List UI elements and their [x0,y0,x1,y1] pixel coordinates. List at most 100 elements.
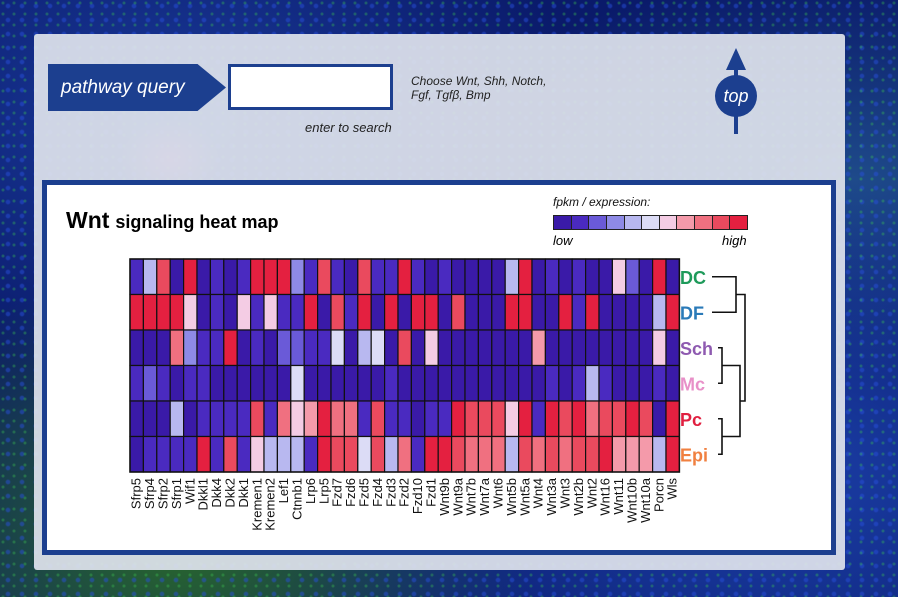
heatmap-cell [558,400,573,438]
heatmap-cell [303,435,319,473]
heatmap-cell [397,329,412,367]
heatmap-cell [196,364,211,402]
heatmap-cell [156,364,171,402]
heatmap-cell [209,258,225,296]
column-label: Dkk1 [236,478,251,508]
heatmap-cell [169,435,185,473]
heatmap-cell [584,364,600,402]
heatmap-cell [584,293,600,331]
column-label: Lef1 [276,478,291,503]
heatmap-cell [424,329,439,367]
column-label: Fzd10 [410,478,425,514]
heatmap-cell [651,400,667,438]
heatmap-cell [504,364,520,402]
heatmap-cell [129,258,144,296]
heatmap-cell [491,293,506,331]
search-input[interactable] [231,67,394,109]
heatmap-cell [437,435,453,473]
top-label: top [723,86,748,106]
heatmap-cell [665,400,680,438]
column-label: Sfrp1 [169,478,184,509]
heatmap-cell [236,435,252,473]
heatmap-cell [397,364,412,402]
heatmap-cell [504,293,520,331]
legend-colorbar [553,215,748,230]
column-label: Dkk4 [209,478,224,508]
heatmap-cell [183,435,198,473]
heatmap-cell [491,258,506,296]
heatmap-cell [665,293,680,331]
heatmap-cell [276,293,292,331]
heatmap-cell [303,400,319,438]
heatmap-cell [437,258,453,296]
heatmap-cell [638,364,654,402]
heatmap-cell [223,293,238,331]
heatmap-cell [531,400,546,438]
dendrogram-branch [736,293,746,402]
heatmap-cell [544,329,560,367]
heatmap-cell [290,435,305,473]
heatmap-cell [584,329,600,367]
heatmap-cell [357,435,372,473]
column-label: Wnt10a [638,477,653,523]
heatmap-cell [651,329,667,367]
heatmap-cell [384,435,399,473]
search-box[interactable] [228,64,394,110]
heatmap-cell [544,364,560,402]
column-label: Wnt7a [477,477,492,515]
heatmap-cell [384,329,399,367]
heatmap-cell [517,329,533,367]
heatmap-cell [169,400,185,438]
heatmap-cell [558,435,573,473]
heatmap-cell [209,435,225,473]
heatmap-cell [263,293,278,331]
heatmap-cell [357,400,372,438]
heatmap-border [129,258,681,473]
heatmap-cell [531,258,546,296]
heatmap-cell [571,400,587,438]
heatmap-cell [397,293,412,331]
top-button[interactable]: top [714,48,758,136]
legend-swatch [677,216,696,229]
heatmap-cell [250,293,265,331]
gene-name: Wnt [66,207,110,233]
heatmap-cell [236,400,252,438]
heatmap-cell [290,329,305,367]
heatmap-cell [544,293,560,331]
heatmap-cell [370,364,386,402]
column-label: Wnt11 [611,478,626,515]
heatmap-cell [236,364,252,402]
column-label: Kremen2 [263,478,278,531]
heatmap-cell [504,329,520,367]
heatmap-cell [129,400,144,438]
heatmap-cell [410,329,426,367]
heatmap-cell [611,293,627,331]
heatmap-cell [303,329,319,367]
heatmap-cell [665,364,680,402]
heatmap-cell [142,293,158,331]
heatmap-cell [598,400,613,438]
legend-swatch [554,216,572,229]
row-label: Sch [680,339,713,359]
heatmap-cell [384,364,399,402]
heatmap-cell [638,400,654,438]
heatmap-cell [250,329,265,367]
heatmap-cell [598,435,613,473]
heatmap-cell [638,258,654,296]
heatmap-cell [303,293,319,331]
heatmap-cell [638,329,654,367]
heatmap-cell [317,435,332,473]
heatmap-cell [625,293,640,331]
heatmap-cell [477,258,493,296]
column-label: Wnt3 [558,478,573,508]
heatmap-cell [250,400,265,438]
heatmap-cell [625,329,640,367]
column-label: Wif1 [182,478,197,504]
legend-swatch [642,216,660,229]
heatmap-cell [517,400,533,438]
heatmap-cell [531,329,546,367]
heatmap-cell [598,364,613,402]
heatmap-cell [196,400,211,438]
heatmap-cell [276,435,292,473]
heatmap-cell [611,435,627,473]
